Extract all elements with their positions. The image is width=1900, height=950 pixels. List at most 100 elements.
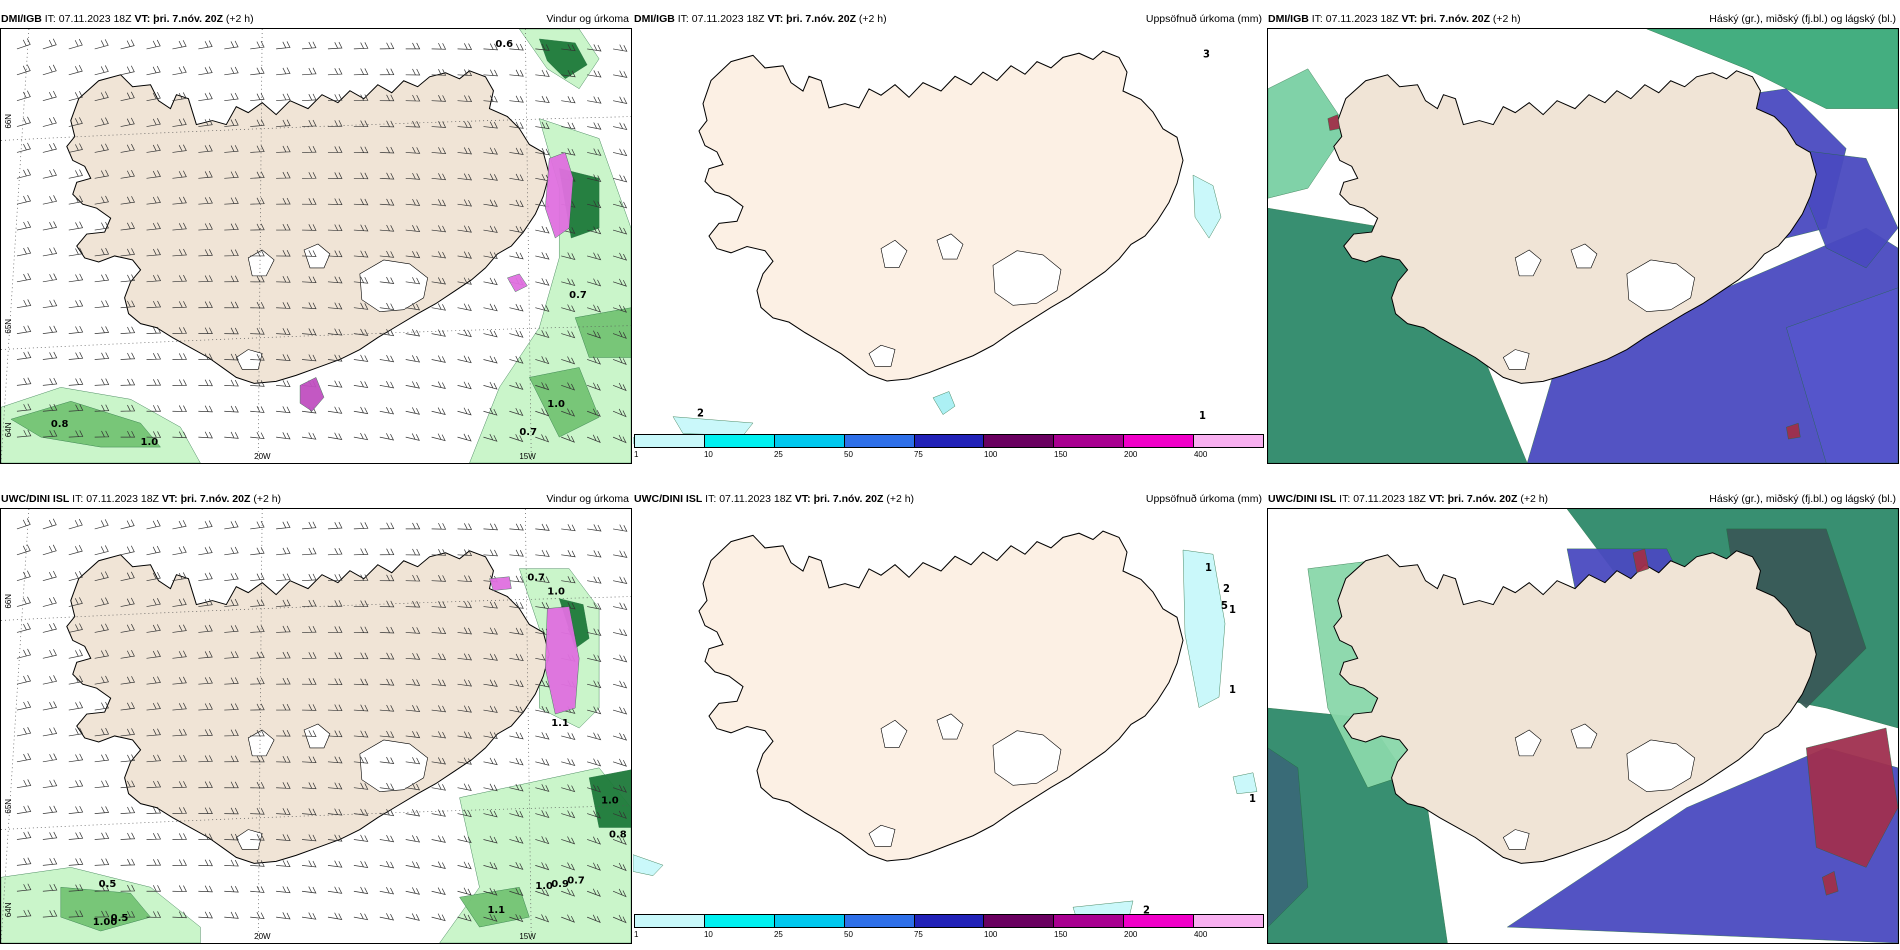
wind-barb (405, 225, 421, 232)
glacier-outline (1626, 739, 1695, 793)
low-cloud-area (1632, 548, 1650, 573)
wind-barb (379, 913, 395, 921)
wind-barb (42, 518, 57, 530)
panel-title: DMI/IGB IT: 07.11.2023 18Z VT: þri. 7.nó… (1268, 13, 1521, 25)
wind-barb (379, 861, 395, 869)
precip-colorbar (634, 434, 1264, 448)
wind-barb (42, 143, 57, 153)
longitude-line (524, 509, 532, 943)
wind-barb (535, 121, 550, 130)
wind-barb (16, 883, 32, 892)
wind-barb (612, 628, 628, 637)
wind-barb (353, 860, 369, 868)
wind-barb (561, 382, 576, 391)
wind-barb (224, 275, 239, 283)
wind-barb (172, 118, 187, 127)
wind-barb (94, 780, 110, 789)
wind-barb (612, 44, 628, 52)
wind-barb (509, 783, 524, 792)
wind-barb (327, 756, 343, 764)
high-cloud-area (1268, 68, 1348, 199)
wind-barb (561, 44, 576, 52)
glacier-outline (1570, 723, 1598, 749)
wind-barb (302, 41, 317, 50)
wind-barb (405, 600, 421, 608)
wind-barb (379, 407, 395, 415)
longitude-line (257, 509, 263, 943)
wind-barb (587, 278, 602, 287)
wind-barb (16, 142, 31, 153)
wind-barb (353, 276, 369, 284)
wind-barb (94, 701, 109, 711)
wind-barb (276, 119, 291, 127)
wind-barb (483, 523, 499, 531)
wind-barb (353, 548, 369, 556)
wind-barb (612, 888, 627, 898)
wind-barb (42, 169, 57, 179)
wind-barb (224, 572, 239, 582)
wind-barb (68, 753, 84, 763)
wind-barb (224, 40, 239, 50)
wind-barb (68, 169, 83, 179)
wind-barb (250, 93, 265, 102)
wind-barb (405, 757, 421, 765)
wind-barb (250, 755, 265, 763)
map-area[interactable]: 0.7 1.0 1.1 1.0 0.8 0.5 1.0 0.9 0.7 1.1 0.5 1.00 66N… (0, 508, 632, 944)
wind-barb (327, 834, 343, 842)
wind-barb (250, 379, 265, 387)
wind-barb (276, 276, 291, 283)
wind-barb (302, 302, 317, 310)
wind-barb (587, 70, 602, 78)
wind-barb (509, 914, 524, 923)
map-area[interactable] (1267, 508, 1899, 944)
wind-barb (379, 42, 395, 50)
wind-barb (561, 550, 576, 558)
wind-barb (224, 379, 239, 387)
wind-barb (612, 862, 627, 872)
contour-value-label: 1 (1199, 410, 1206, 422)
wind-barb (68, 779, 84, 789)
wind-barb (120, 754, 136, 763)
wind-barb (405, 251, 421, 259)
wind-barb (224, 729, 239, 737)
wind-barb (276, 730, 291, 737)
wind-barb (431, 601, 447, 608)
precip-area (538, 38, 588, 80)
wind-barb (379, 276, 395, 284)
wind-barb (431, 277, 447, 285)
wind-barb (431, 835, 446, 843)
wind-barb (276, 782, 291, 789)
glacier-outline (235, 349, 263, 370)
wind-barb (302, 756, 317, 764)
wind-barb (327, 172, 343, 179)
longitude-tick-label: 15W (519, 932, 536, 941)
wind-barb (172, 546, 187, 556)
wind-barb (224, 546, 239, 556)
wind-barb (172, 807, 187, 814)
wind-barb (561, 888, 576, 897)
wind-barb (120, 910, 136, 918)
map-area[interactable] (1267, 28, 1899, 464)
wind-barb (172, 859, 187, 866)
wind-barb (509, 887, 524, 896)
panel-header: UWC/DINI ISL IT: 07.11.2023 18Z VT: þri.… (1267, 490, 1899, 508)
wind-barb (172, 92, 187, 102)
wind-barb (146, 39, 161, 50)
wind-barb (16, 544, 31, 556)
wind-barb (612, 408, 627, 418)
wind-barb (612, 122, 628, 131)
wind-barb (16, 377, 32, 386)
wind-barb (457, 121, 472, 129)
wind-barb (509, 835, 524, 844)
wind-barb (561, 758, 576, 767)
wind-barb (535, 43, 550, 51)
wind-barb (198, 781, 213, 789)
wind-barb (327, 120, 343, 127)
wind-barb (146, 326, 162, 334)
wind-barb (120, 728, 136, 737)
map-area[interactable]: 0.6 0.7 1.0 0.8 1.0 0.7 66N 65N 64N 20W 15W (0, 28, 632, 464)
panel-header: UWC/DINI ISL IT: 07.11.2023 18Z VT: þri.… (0, 490, 632, 508)
wind-barb (16, 805, 32, 814)
